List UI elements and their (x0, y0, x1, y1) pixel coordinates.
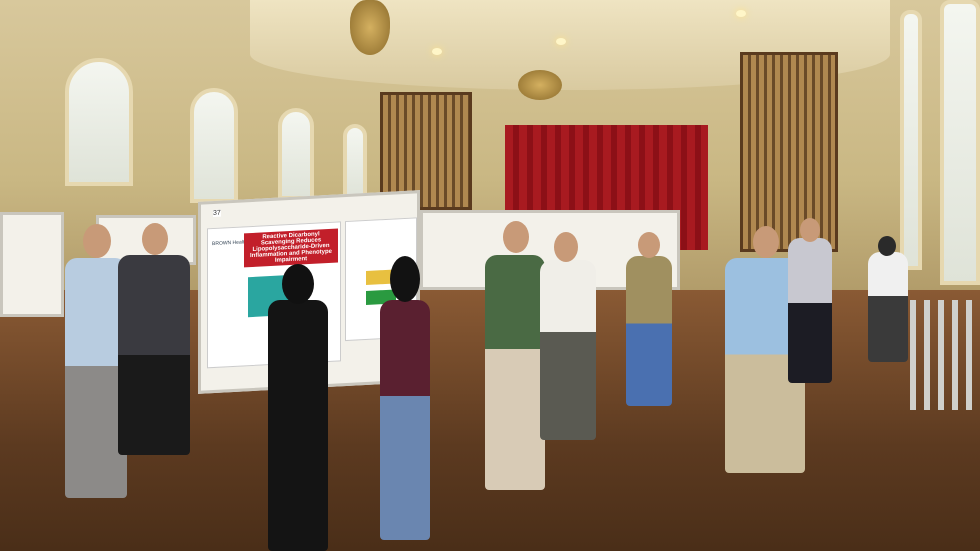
poster-title: Reactive Dicarbonyl Scavenging Reduces L… (244, 228, 338, 268)
chandelier (518, 70, 562, 100)
chandelier (350, 0, 390, 55)
person (380, 256, 430, 540)
arched-window (190, 88, 238, 203)
person (65, 224, 127, 498)
pipe-organ (740, 52, 838, 252)
person (540, 232, 596, 440)
poster-logo: BROWN Health (212, 239, 248, 248)
poster-board (0, 212, 64, 317)
ceiling-light (556, 38, 566, 45)
person (268, 264, 328, 551)
person (626, 232, 672, 406)
arched-window (900, 10, 922, 270)
arched-window (940, 0, 980, 285)
person (868, 236, 908, 362)
person (485, 221, 545, 490)
arched-window (278, 108, 314, 200)
person (788, 218, 832, 383)
pipe-organ (380, 92, 472, 210)
ceiling-light (432, 48, 442, 55)
ceiling-light (736, 10, 746, 17)
board-number: 37 (213, 209, 221, 218)
chair-row (910, 300, 980, 410)
person (118, 223, 190, 455)
arched-window (65, 58, 133, 186)
arched-window (343, 124, 367, 202)
